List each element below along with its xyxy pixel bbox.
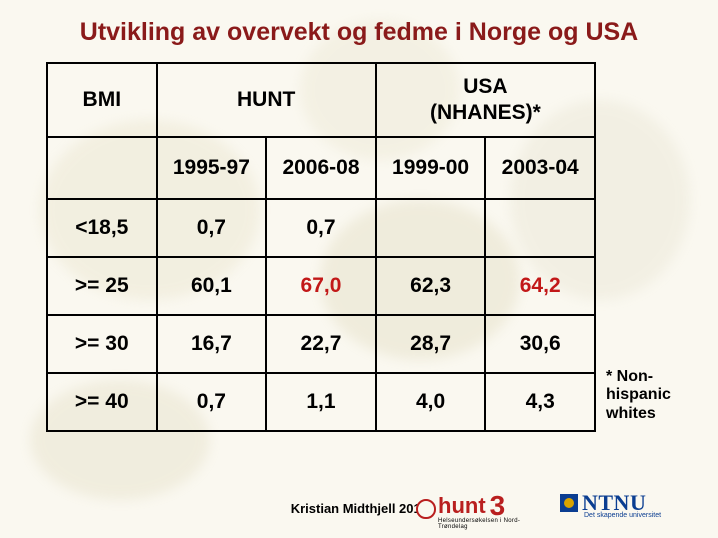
bmi-cell: >= 40	[47, 373, 157, 431]
value-cell: 67,0	[266, 257, 376, 315]
ntnu-logo-sub: Det skapende universitet	[584, 512, 680, 519]
value-cell: 64,2	[485, 257, 595, 315]
value-cell	[376, 199, 486, 257]
hunt3-logo: hunt3 Helseundersøkelsen i Nord-Trøndela…	[416, 490, 536, 530]
apple-icon	[416, 499, 436, 519]
table-row: <18,50,70,7	[47, 199, 595, 257]
value-cell: 4,0	[376, 373, 486, 431]
ntnu-logo: NTNU Det skapende universitet	[560, 490, 680, 530]
period-hunt-a: 1995-97	[157, 137, 267, 199]
value-cell: 4,3	[485, 373, 595, 431]
col-group-hunt: HUNT	[157, 63, 376, 137]
value-cell: 62,3	[376, 257, 486, 315]
usa-line1: USA	[463, 75, 507, 98]
bmi-cell: >= 30	[47, 315, 157, 373]
blank-header	[47, 137, 157, 199]
hunt-logo-number: 3	[490, 490, 506, 521]
slide-title: Utvikling av overvekt og fedme i Norge o…	[0, 18, 718, 47]
hunt-logo-sub: Helseundersøkelsen i Nord-Trøndelag	[438, 518, 536, 530]
usa-line2: (NHANES)*	[430, 101, 541, 124]
value-cell: 28,7	[376, 315, 486, 373]
value-cell: 0,7	[157, 373, 267, 431]
table-row: >= 400,71,14,04,3	[47, 373, 595, 431]
value-cell: 0,7	[157, 199, 267, 257]
bmi-cell: <18,5	[47, 199, 157, 257]
table-row: >= 2560,167,062,364,2	[47, 257, 595, 315]
ntnu-square-icon	[560, 494, 578, 512]
value-cell: 30,6	[485, 315, 595, 373]
bmi-cell: >= 25	[47, 257, 157, 315]
bmi-table: BMI HUNT USA (NHANES)* 1995-97 2006-08 1…	[46, 62, 596, 432]
table-body: <18,50,70,7>= 2560,167,062,364,2>= 3016,…	[47, 199, 595, 431]
value-cell: 22,7	[266, 315, 376, 373]
period-usa-a: 1999-00	[376, 137, 486, 199]
value-cell: 60,1	[157, 257, 267, 315]
footnote: * Non-hispanic whites	[606, 368, 710, 423]
period-hunt-b: 2006-08	[266, 137, 376, 199]
hunt-logo-text: hunt	[438, 493, 486, 518]
value-cell: 1,1	[266, 373, 376, 431]
period-usa-b: 2003-04	[485, 137, 595, 199]
col-header-bmi: BMI	[47, 63, 157, 137]
value-cell: 16,7	[157, 315, 267, 373]
value-cell: 0,7	[266, 199, 376, 257]
value-cell	[485, 199, 595, 257]
col-group-usa: USA (NHANES)*	[376, 63, 595, 137]
table-row: >= 3016,722,728,730,6	[47, 315, 595, 373]
